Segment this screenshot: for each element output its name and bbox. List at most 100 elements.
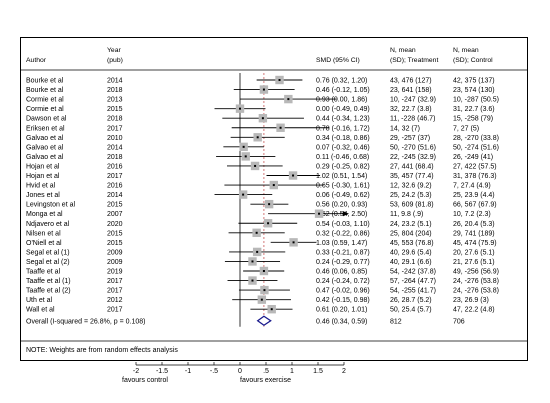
study-control: 21, 27.6 (5.1) [453, 259, 495, 266]
study-author: Dawson et al [26, 116, 67, 123]
study-rows: Bourke et al 2014 0.76 (0.32, 1.20) 43, 476… [26, 78, 499, 326]
study-smd-ci: 0.07 (-0.32, 0.46) [316, 144, 370, 151]
study-year: 2017 [107, 278, 123, 285]
study-point [256, 250, 259, 253]
study-treatment: 11, 9.8 (.9) [390, 211, 423, 218]
study-point [260, 298, 263, 301]
study-point [242, 193, 245, 196]
study-treatment: 54, -255 (41.7) [390, 288, 436, 295]
study-point [292, 174, 295, 177]
study-smd-ci: 0.44 (-0.34, 1.23) [316, 116, 370, 123]
header-control-line1: N, mean [453, 47, 479, 54]
study-year: 2009 [107, 259, 123, 266]
plot-marks [214, 73, 349, 327]
study-control: 31, 22.7 (3.6) [453, 106, 495, 113]
study-year: 2009 [107, 249, 123, 256]
study-point [244, 155, 247, 158]
study-year: 2015 [107, 240, 123, 247]
study-point [267, 222, 270, 225]
header-control-line2: (SD); Control [453, 57, 493, 64]
study-year: 2017 [107, 173, 123, 180]
study-control: 47, 22.2 (4.8) [453, 307, 495, 314]
label-favours-exercise: favours exercise [240, 377, 291, 384]
study-control: 28, -270 (33.8) [453, 135, 499, 142]
x-tick-label: -1.5 [156, 368, 168, 375]
study-author: Hojan et al [26, 163, 60, 170]
study-year: 2016 [107, 183, 123, 190]
study-year: 2015 [107, 230, 123, 237]
study-point [262, 270, 265, 272]
study-author: Galvao et al [26, 135, 64, 142]
study-author: Taaffe et al [26, 269, 61, 276]
study-author: Galvao et al [26, 154, 64, 161]
study-smd-ci: 1.52 (0.54, 2.50) [316, 211, 367, 218]
study-year: 2010 [107, 135, 123, 142]
x-tick-label: 0 [238, 368, 242, 375]
study-author: Levingston et al [26, 202, 75, 209]
study-control: 10, 7.2 (2.3) [453, 211, 491, 218]
study-author: Bourke et al [26, 87, 64, 94]
study-control: 20, 27.6 (5.1) [453, 249, 495, 256]
study-treatment: 10, -247 (32.9) [390, 97, 436, 104]
study-point [263, 289, 266, 292]
study-point [239, 107, 241, 110]
study-smd-ci: 0.42 (-0.15, 0.98) [316, 297, 370, 304]
study-smd-ci: 0.32 (-0.22, 0.86) [316, 230, 370, 237]
study-author: Jones et al [26, 192, 60, 199]
study-treatment: 53, 609 (81.8) [390, 202, 434, 209]
ci-arrow [343, 211, 349, 217]
study-author: Uth et al [26, 297, 53, 304]
forest-plot-frame [20, 37, 528, 361]
study-treatment: 57, -264 (47.7) [390, 278, 436, 285]
study-author: Hojan et al [26, 173, 60, 180]
study-control: 23, 26.9 (3) [453, 297, 489, 304]
study-author: Segal et al (1) [26, 249, 70, 256]
overall-diamond [256, 315, 272, 327]
study-smd-ci: 0.61 (0.20, 1.01) [316, 307, 367, 314]
study-year: 2017 [107, 307, 123, 314]
study-treatment: 11, -228 (46.7) [390, 116, 435, 123]
x-tick-label: 2 [342, 368, 346, 375]
study-author: Bourke et al [26, 78, 64, 85]
study-control: 26, 20.4 (5.3) [453, 221, 495, 228]
study-point [318, 212, 321, 215]
study-year: 2017 [107, 125, 123, 132]
study-year: 2017 [107, 288, 123, 295]
study-year: 2013 [107, 97, 123, 104]
study-smd-ci: 0.76 (0.32, 1.20) [316, 78, 367, 85]
study-control: 45, 474 (75.9) [453, 240, 497, 247]
study-control: 24, -276 (53.8) [453, 288, 499, 295]
x-tick-label: .5 [263, 368, 269, 375]
study-point [292, 241, 295, 244]
study-smd-ci: 0.54 (-0.03, 1.10) [316, 221, 370, 228]
study-smd-ci: 0.46 (-0.12, 1.05) [316, 87, 370, 94]
study-author: Nilsen et al [26, 230, 61, 237]
study-control: 7, 27 (5) [453, 125, 479, 132]
study-smd-ci: 0.11 (-0.46, 0.68) [316, 154, 369, 161]
study-point [261, 117, 264, 120]
study-treatment: 43, 476 (127) [390, 78, 432, 85]
study-author: Taaffe et al (2) [26, 288, 71, 295]
study-control: 49, -256 (56.9) [453, 269, 499, 276]
study-author: Hvid et al [26, 183, 56, 190]
study-treatment: 50, 25.4 (5.7) [390, 307, 432, 314]
study-control: 23, 574 (130) [453, 87, 495, 94]
study-year: 2016 [107, 163, 123, 170]
x-axis: -2 -1.5 -1 -.5 0 .5 1 1.5 2 [133, 362, 346, 375]
study-year: 2018 [107, 154, 123, 161]
study-point [262, 88, 265, 91]
overall-control-total: 706 [453, 318, 465, 325]
study-point [256, 136, 259, 139]
study-treatment: 40, 29.6 (5.4) [390, 249, 432, 256]
study-author: Galvao et al [26, 144, 64, 151]
study-control: 42, 375 (137) [453, 78, 495, 85]
study-smd-ci: 0.29 (-0.25, 0.82) [316, 163, 370, 170]
study-smd-ci: 0.06 (-0.49, 0.62) [316, 192, 370, 199]
study-treatment: 29, -257 (37) [390, 135, 430, 142]
study-year: 2012 [107, 297, 123, 304]
study-point [242, 145, 245, 148]
study-treatment: 25, 804 (204) [390, 230, 432, 237]
study-control: 66, 567 (67.9) [453, 202, 497, 209]
study-point [272, 184, 275, 187]
header-smd: SMD (95% CI) [316, 57, 360, 64]
